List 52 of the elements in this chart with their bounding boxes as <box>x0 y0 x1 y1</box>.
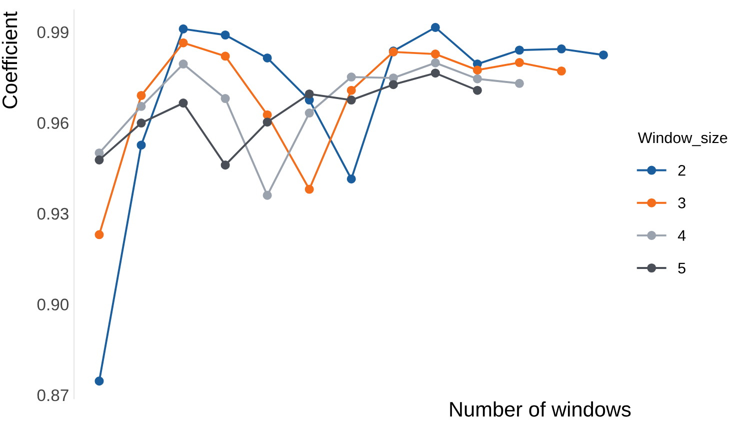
point <box>220 94 230 104</box>
point <box>346 174 356 184</box>
point <box>136 90 146 100</box>
point <box>556 44 566 54</box>
point <box>304 89 314 98</box>
point <box>346 72 356 82</box>
point <box>220 160 230 170</box>
point <box>178 24 188 34</box>
point <box>178 98 188 108</box>
x-axis-title: Number of windows <box>450 401 631 417</box>
y-tick-label: 0.93 <box>37 208 68 220</box>
y-tick-label: 0.99 <box>37 26 68 38</box>
legend-title: Window_size <box>638 132 728 146</box>
point <box>262 118 272 127</box>
point <box>94 155 104 164</box>
point <box>430 22 440 32</box>
point <box>304 108 314 118</box>
point <box>178 60 188 69</box>
point <box>136 140 146 150</box>
point <box>220 52 230 61</box>
legend-label: 2 <box>678 164 686 176</box>
point <box>178 38 188 48</box>
point <box>262 53 272 63</box>
point <box>94 230 104 240</box>
point <box>94 376 104 386</box>
point <box>262 110 272 120</box>
point <box>136 102 146 111</box>
point <box>430 68 440 78</box>
point <box>472 86 482 95</box>
point <box>514 58 524 68</box>
point <box>598 50 608 60</box>
point <box>346 96 356 105</box>
y-tick-label: 0.96 <box>37 117 68 129</box>
point <box>472 66 482 75</box>
legend-label: 5 <box>678 262 686 274</box>
point <box>346 86 356 95</box>
point <box>430 50 440 59</box>
y-tick-label: 0.90 <box>37 298 69 310</box>
legend-label: 3 <box>678 198 686 208</box>
point <box>304 184 314 194</box>
y-tick-label: 0.87 <box>37 389 68 402</box>
point <box>220 30 230 40</box>
point <box>430 58 440 68</box>
point <box>472 74 482 84</box>
point <box>556 66 566 76</box>
point <box>514 78 524 88</box>
point <box>514 46 524 55</box>
y-axis-title: Coefficient <box>2 12 18 108</box>
point <box>136 118 146 128</box>
point <box>262 190 272 200</box>
legend-label: 4 <box>678 230 686 241</box>
point <box>388 80 398 90</box>
